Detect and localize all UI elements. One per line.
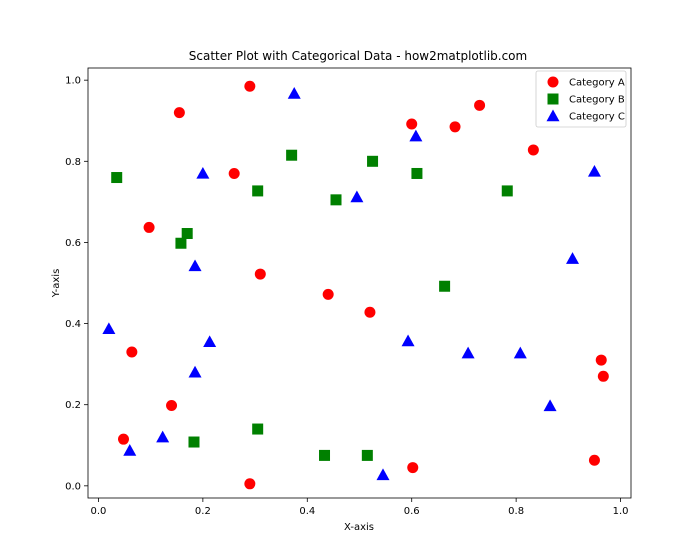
data-point [449, 121, 461, 133]
data-point [123, 444, 137, 456]
data-point [286, 149, 298, 161]
data-point [252, 185, 264, 197]
plot-frame [87, 67, 632, 499]
data-point [126, 346, 138, 358]
data-point [513, 346, 527, 359]
legend-box [535, 70, 627, 128]
data-point [254, 268, 266, 280]
data-point [439, 280, 451, 292]
data-point [361, 449, 373, 461]
data-point [409, 129, 423, 142]
data-point [597, 370, 609, 382]
y-tick-label: 1.0 [65, 76, 81, 87]
x-axis-label: X-axis [344, 522, 374, 533]
data-point [188, 259, 202, 272]
x-tick-label: 0.2 [195, 506, 211, 517]
legend-label: Category C [569, 112, 625, 123]
legend-label: Category A [569, 78, 625, 89]
x-tick-label: 0.4 [299, 506, 315, 517]
data-point [330, 194, 342, 206]
data-point [474, 99, 486, 111]
y-tick-label: 0.8 [65, 157, 81, 168]
y-axis-ticks: 0.0 0.2 0.4 0.6 0.8 1.0 [65, 76, 88, 492]
data-point [411, 167, 423, 179]
data-point [244, 478, 256, 490]
data-point [252, 423, 264, 435]
data-point [587, 164, 601, 177]
x-tick-label: 1.0 [613, 506, 629, 517]
legend-marker [547, 76, 559, 88]
data-point [543, 399, 557, 412]
data-point [566, 252, 580, 264]
plot-area [88, 68, 631, 498]
data-points [102, 80, 609, 490]
data-point [367, 155, 379, 167]
data-point [407, 462, 419, 474]
data-point [319, 449, 331, 461]
data-point [588, 454, 600, 466]
x-tick-label: 0.6 [404, 506, 420, 517]
y-tick-label: 0.0 [65, 481, 81, 492]
x-axis-ticks: 0.0 0.2 0.4 0.6 0.8 1.0 [90, 498, 629, 517]
data-point [196, 166, 210, 179]
y-tick-label: 0.4 [65, 319, 81, 330]
legend-marker [546, 109, 560, 122]
x-tick-label: 0.8 [508, 506, 524, 517]
data-point [188, 436, 200, 448]
data-point [203, 335, 217, 348]
legend-marker [547, 93, 559, 105]
data-point [188, 365, 202, 378]
data-point [401, 334, 415, 347]
data-point [143, 221, 155, 233]
y-tick-label: 0.6 [65, 238, 81, 249]
y-tick-label: 0.2 [65, 400, 81, 411]
chart-title: Scatter Plot with Categorical Data - how… [189, 49, 527, 63]
data-point [244, 80, 256, 92]
data-point [166, 400, 178, 412]
data-point [501, 185, 513, 197]
legend: Category A Category B Category C [535, 70, 627, 128]
legend-label: Category B [569, 95, 625, 106]
data-point [156, 430, 170, 443]
data-point [287, 87, 301, 99]
y-axis-label: Y-axis [51, 269, 62, 299]
data-point [228, 167, 240, 179]
data-point [406, 118, 418, 130]
data-point [527, 144, 539, 156]
data-point [111, 172, 123, 184]
data-point [350, 190, 364, 203]
data-point [175, 237, 187, 249]
data-point [173, 107, 185, 119]
data-point [364, 306, 376, 318]
data-point [181, 228, 193, 240]
data-point [376, 468, 390, 481]
data-point [118, 433, 130, 445]
data-point [595, 354, 607, 366]
x-tick-label: 0.0 [90, 506, 106, 517]
data-point [461, 346, 475, 359]
data-point [102, 322, 116, 335]
data-point [322, 288, 334, 300]
